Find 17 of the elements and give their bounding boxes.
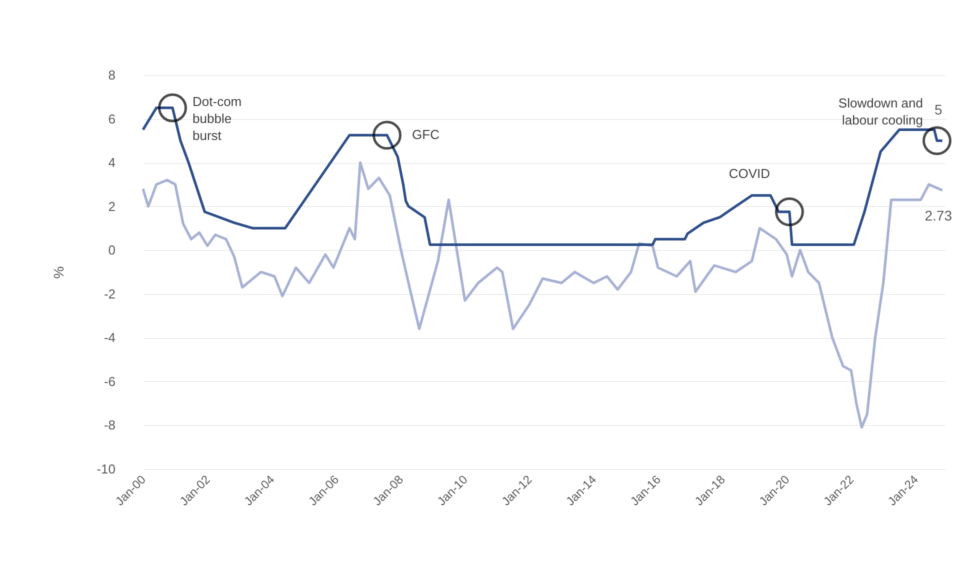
y-axis-title: % (50, 266, 67, 279)
y-tick-label: 4 (108, 155, 116, 170)
annotation: GFC (412, 127, 440, 142)
y-tick-label: 2 (108, 198, 116, 214)
y-tick-label: 6 (108, 111, 116, 126)
data-label: 5 (934, 102, 942, 118)
y-tick-label: -2 (104, 286, 116, 302)
y-tick-label: 0 (108, 242, 116, 258)
y-tick-label: -6 (104, 374, 116, 389)
data-label: 2.73 (924, 207, 952, 224)
annotation: Slowdown and labour cooling (838, 96, 923, 128)
y-tick-label: -8 (104, 418, 116, 433)
y-tick-label: 8 (108, 68, 116, 82)
y-tick-label: -4 (104, 330, 116, 346)
annotation: Dot-com bubble burst (192, 94, 242, 143)
annotation: COVID (728, 166, 770, 181)
y-tick-label: -10 (96, 462, 116, 476)
